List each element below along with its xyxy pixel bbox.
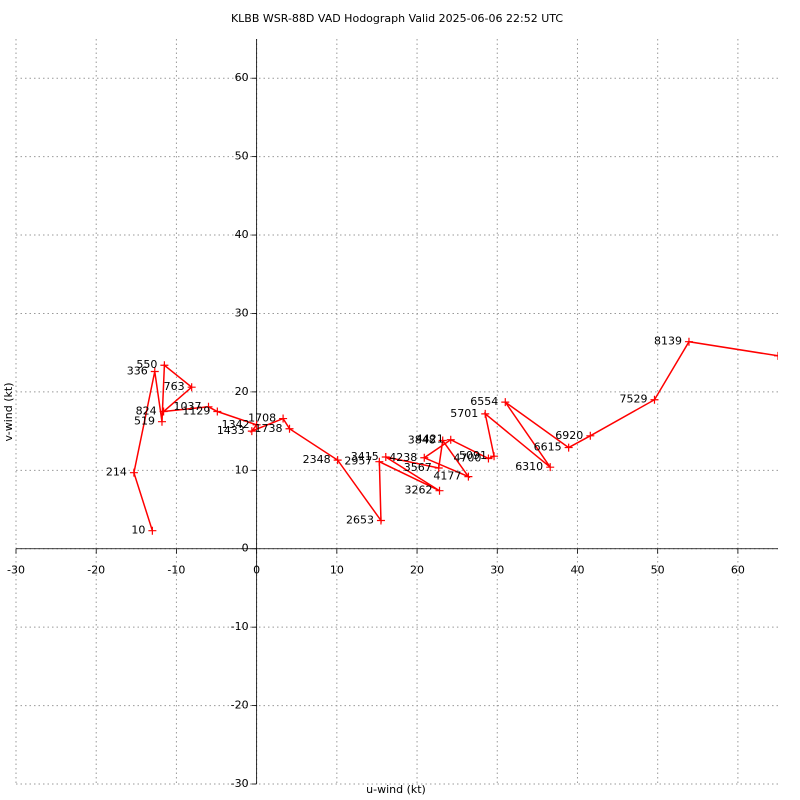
x-tick-label: 60	[731, 564, 745, 577]
x-tick-label: -30	[7, 564, 25, 577]
height-label: 3567	[404, 461, 432, 474]
y-axis-label: v-wind (kt)	[2, 383, 15, 442]
plot-area	[129, 337, 778, 535]
height-label: 4177	[433, 470, 461, 483]
point-marker	[546, 463, 555, 472]
height-label: 10	[131, 524, 145, 537]
height-label: 1342	[222, 418, 250, 431]
point-marker	[159, 407, 168, 416]
point-marker	[501, 398, 510, 407]
y-tick-label: -20	[231, 699, 249, 712]
height-label: 5701	[450, 407, 478, 420]
y-tick-label: 50	[235, 150, 249, 163]
height-label: 5091	[459, 449, 487, 462]
point-marker	[375, 457, 384, 466]
x-tick-label: 50	[651, 564, 665, 577]
x-tick-label: 40	[570, 564, 584, 577]
point-marker	[774, 351, 778, 360]
height-label: 4421	[416, 433, 444, 446]
x-axis-label: u-wind (kt)	[366, 783, 426, 796]
point-marker	[490, 452, 499, 461]
height-label: 1037	[174, 400, 202, 413]
height-label: 6920	[555, 429, 583, 442]
point-marker	[438, 436, 447, 445]
height-label: 3262	[405, 484, 433, 497]
point-marker	[204, 402, 213, 411]
point-marker	[252, 420, 261, 429]
height-label: 8139	[654, 335, 682, 348]
point-marker	[564, 443, 573, 452]
height-label: 519	[134, 415, 155, 428]
y-tick-label: 30	[235, 306, 249, 319]
point-marker	[160, 361, 169, 370]
y-tick-label: -30	[231, 777, 249, 790]
point-marker	[187, 383, 196, 392]
height-label: 336	[127, 365, 148, 378]
point-marker	[420, 453, 429, 462]
point-marker	[484, 454, 493, 463]
height-label: 2653	[346, 514, 374, 527]
height-label: 3415	[351, 450, 379, 463]
x-tick-label: 20	[410, 564, 424, 577]
height-label: 763	[164, 380, 185, 393]
point-marker	[148, 526, 157, 535]
point-marker	[285, 424, 294, 433]
x-tick-label: 30	[490, 564, 504, 577]
height-label: 824	[136, 405, 157, 418]
height-label: 1738	[255, 422, 283, 435]
point-marker	[333, 456, 342, 465]
point-marker	[434, 463, 443, 472]
point-marker	[247, 427, 256, 436]
height-label: 1129	[182, 405, 210, 418]
y-tick-label: 60	[235, 71, 249, 84]
height-label: 2957	[344, 455, 372, 468]
height-label: 2348	[303, 453, 331, 466]
x-tick-label: 10	[330, 564, 344, 577]
height-label: 4700	[453, 452, 481, 465]
point-marker	[586, 431, 595, 440]
height-label: 6310	[515, 460, 543, 473]
point-marker	[381, 452, 390, 461]
point-marker	[464, 472, 473, 481]
point-marker	[129, 468, 138, 477]
point-marker	[446, 435, 455, 444]
point-marker	[376, 516, 385, 525]
point-marker	[279, 414, 288, 423]
height-label: 6554	[470, 395, 498, 408]
point-marker	[150, 367, 159, 376]
height-label: 550	[136, 358, 157, 371]
point-marker	[213, 407, 222, 416]
height-label: 6615	[534, 441, 562, 454]
height-label: 3848	[408, 434, 436, 447]
point-marker	[157, 417, 166, 426]
y-tick-label: 40	[235, 228, 249, 241]
x-tick-label: -20	[87, 564, 105, 577]
y-tick-label: 20	[235, 385, 249, 398]
point-marker	[650, 395, 659, 404]
chart-title: KLBB WSR-88D VAD Hodograph Valid 2025-06…	[231, 12, 563, 25]
x-tick-label: -10	[167, 564, 185, 577]
height-label: 4238	[389, 451, 417, 464]
y-tick-label: 10	[235, 463, 249, 476]
y-tick-label: -10	[231, 620, 249, 633]
height-label: 7529	[619, 393, 647, 406]
point-marker	[435, 486, 444, 495]
point-marker	[481, 409, 490, 418]
height-label: 214	[106, 466, 127, 479]
height-label: 1708	[248, 412, 276, 425]
point-marker	[684, 337, 693, 346]
height-label: 1433	[217, 424, 245, 437]
y-tick-label: 0	[242, 542, 249, 555]
